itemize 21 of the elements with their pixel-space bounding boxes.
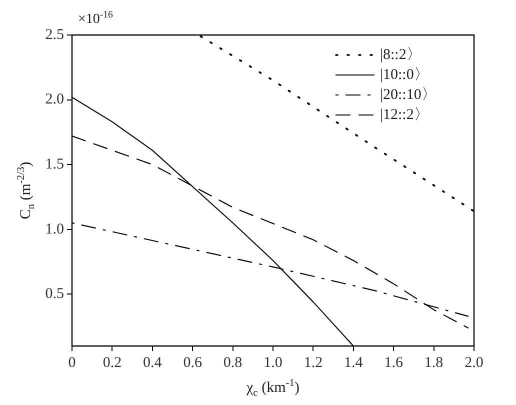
y-tick-label: 2.0	[45, 92, 64, 108]
y-tick-label: 0.5	[45, 286, 64, 302]
legend-label: |20::10〉	[380, 86, 436, 103]
x-tick-label: 0.8	[223, 354, 242, 371]
x-tick-label: 1.6	[384, 354, 404, 371]
y-tick-label: 2.5	[45, 26, 64, 43]
x-tick-label: 1.2	[304, 354, 323, 371]
y-tick-label: 1.0	[45, 221, 64, 238]
legend-label: |12::2〉	[380, 106, 429, 123]
y-tick-label: 1.5	[45, 156, 64, 173]
x-tick-label: 0.6	[183, 354, 202, 371]
x-tick-label: 1.8	[424, 354, 444, 371]
x-tick-label: 0.2	[102, 354, 122, 371]
x-tick-label: 0	[68, 354, 76, 371]
x-tick-label: 1.0	[264, 354, 282, 371]
legend-label: |8::2〉	[380, 46, 422, 63]
y-axis-title: Cn (m-2/3)	[16, 162, 37, 220]
x-tick-label: 2.0	[464, 354, 484, 371]
x-tick-label: 0.4	[143, 354, 162, 371]
legend-label: |10::0〉	[380, 66, 429, 83]
x-tick-label: 1.4	[344, 354, 364, 371]
